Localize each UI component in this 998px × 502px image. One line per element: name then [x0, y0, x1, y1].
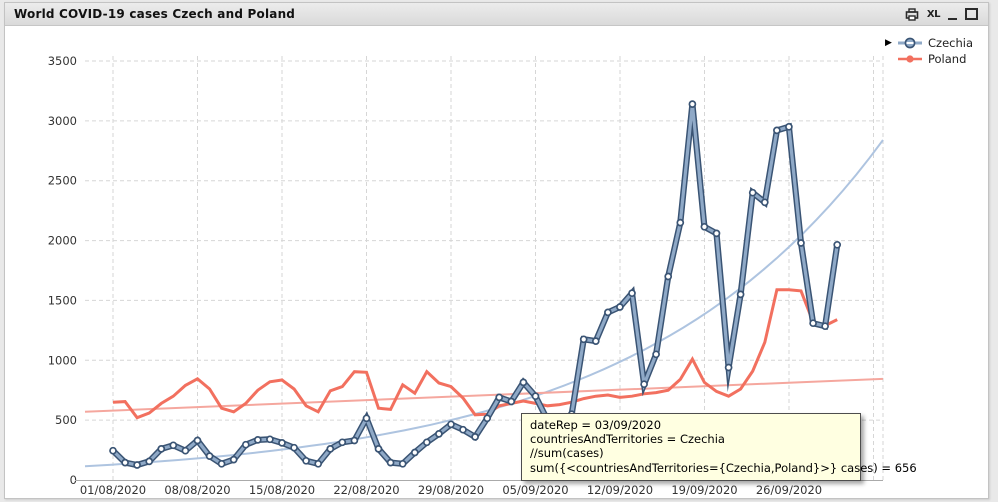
y-tick-label: 1500 [48, 293, 77, 307]
x-tick-label: 05/09/2020 [502, 483, 568, 497]
y-tick-label: 1000 [48, 353, 77, 367]
y-tick-label: 3500 [48, 54, 77, 68]
chart-window-titlebar[interactable]: World COVID-19 cases Czech and Poland XL [5, 3, 988, 26]
tooltip-line-date: dateRep = 03/09/2020 [530, 418, 662, 432]
czechia-series-icon [898, 37, 922, 49]
x-tick-label: 12/09/2020 [587, 483, 653, 497]
minimize-icon [948, 17, 957, 20]
legend-item-poland[interactable]: Poland [885, 51, 973, 67]
x-tick-label: 08/08/2020 [164, 483, 230, 497]
y-tick-label: 500 [55, 413, 77, 427]
hover-tooltip: dateRep = 03/09/2020 countriesAndTerrito… [521, 413, 917, 481]
legend-label-poland: Poland [928, 52, 967, 66]
czechia-series-outline [110, 103, 841, 469]
x-tick-label: 01/08/2020 [80, 483, 146, 497]
poland-series-line [112, 288, 838, 420]
x-tick-label: 26/09/2020 [756, 483, 822, 497]
czechia-trendline [84, 139, 884, 468]
print-button[interactable] [905, 6, 919, 22]
poland-trendline [84, 377, 884, 413]
maximize-icon [965, 8, 978, 20]
x-tick-label: 29/08/2020 [418, 483, 484, 497]
minimize-button[interactable] [948, 6, 957, 22]
x-tick-label: 19/09/2020 [671, 483, 737, 497]
czechia-series-line [111, 103, 839, 467]
y-tick-label: 0 [70, 473, 77, 487]
tooltip-line-comment: //sum(cases) [530, 446, 604, 461]
chart-window: World COVID-19 cases Czech and Poland XL… [4, 2, 989, 499]
poland-series-icon [898, 55, 922, 63]
active-series-arrow: ▶ [885, 38, 892, 48]
excel-export-button[interactable]: XL [926, 6, 941, 22]
tooltip-line-country: countriesAndTerritories = Czechia [530, 432, 725, 447]
chart-area: 0 500 1000 1500 2000 2500 3000 3500 01/08/2020 08… [5, 26, 988, 498]
chart-title: World COVID-19 cases Czech and Poland [14, 7, 296, 21]
maximize-button[interactable] [965, 6, 978, 22]
x-tick-label: 22/08/2020 [333, 483, 399, 497]
line-chart-canvas[interactable]: 0 500 1000 1500 2000 2500 3000 3500 01/08/2020 08… [5, 26, 986, 497]
y-tick-label: 3000 [48, 114, 77, 128]
caption-icons: XL [905, 3, 978, 25]
legend-label-czechia: Czechia [928, 36, 973, 50]
excel-export-label: XL [926, 8, 941, 20]
x-tick-label: 15/08/2020 [249, 483, 315, 497]
czechia-series-markers [109, 100, 842, 469]
print-icon [905, 7, 919, 21]
y-tick-label: 2000 [48, 234, 77, 248]
tooltip-line-expression: sum({<countriesAndTerritories={Czechia,P… [530, 460, 917, 475]
legend-item-czechia[interactable]: ▶ Czechia [885, 35, 973, 51]
y-tick-label: 2500 [48, 174, 77, 188]
chart-legend: ▶ Czechia Poland [885, 35, 973, 67]
